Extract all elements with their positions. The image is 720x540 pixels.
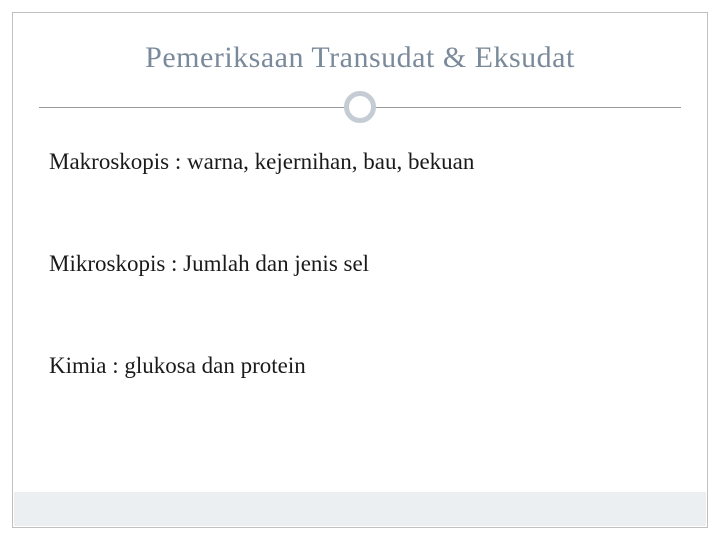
slide-frame: Pemeriksaan Transudat & Eksudat Makrosko… bbox=[12, 12, 708, 528]
title-area: Pemeriksaan Transudat & Eksudat bbox=[13, 13, 707, 83]
footer-band bbox=[14, 492, 706, 526]
divider-circle-icon bbox=[344, 91, 376, 123]
content-item-1: Makroskopis : warna, kejernihan, bau, be… bbox=[49, 147, 671, 177]
title-divider bbox=[13, 89, 707, 129]
content-item-3: Kimia : glukosa dan protein bbox=[49, 351, 671, 381]
slide-title: Pemeriksaan Transudat & Eksudat bbox=[13, 41, 707, 75]
content-item-2: Mikroskopis : Jumlah dan jenis sel bbox=[49, 249, 671, 279]
content-area: Makroskopis : warna, kejernihan, bau, be… bbox=[13, 129, 707, 381]
